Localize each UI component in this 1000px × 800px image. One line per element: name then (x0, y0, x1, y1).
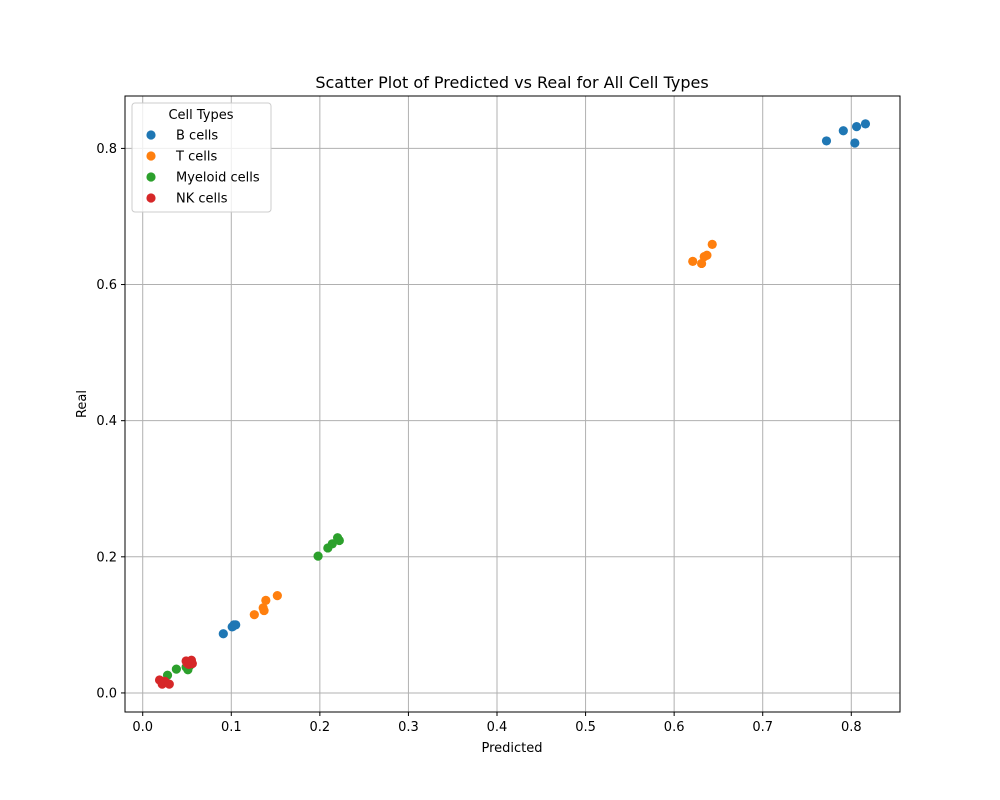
data-point (327, 539, 337, 549)
y-tick-label: 0.0 (96, 686, 117, 701)
series-1 (249, 239, 717, 620)
data-point (313, 551, 323, 561)
legend-marker (146, 151, 156, 161)
plot-frame (124, 95, 901, 713)
data-point (228, 621, 238, 631)
grid (125, 96, 900, 712)
y-tick-label: 0.6 (96, 278, 117, 293)
data-point (249, 610, 259, 620)
x-tick-label: 0.5 (575, 720, 596, 735)
legend-marker (146, 130, 156, 140)
x-tick-label: 0.1 (221, 720, 242, 735)
data-point (860, 119, 871, 129)
legend-marker (146, 193, 156, 203)
data-point (850, 138, 860, 148)
legend-box (131, 102, 272, 213)
legend-items: B cells T cells Myeloid cells NK cells (146, 129, 260, 207)
y-axis-title: Real (75, 390, 90, 418)
x-tick-label: 0.8 (841, 720, 862, 735)
data-point (707, 239, 717, 249)
data-point (702, 250, 712, 260)
data-point (821, 136, 832, 146)
data-point (171, 664, 181, 674)
data-point (838, 126, 848, 136)
legend-label: T cells (175, 150, 217, 165)
data-points (154, 119, 871, 689)
x-tick-label: 0.4 (487, 720, 508, 735)
x-axis-title: Predicted (481, 741, 542, 756)
y-tick-label: 0.2 (96, 550, 117, 565)
data-point (259, 605, 269, 616)
data-point (688, 256, 698, 267)
data-point (261, 595, 271, 605)
legend-label: NK cells (176, 192, 228, 207)
data-point (852, 122, 862, 132)
legend-title: Cell Types (168, 108, 233, 123)
y-tick-label: 0.8 (96, 142, 117, 157)
x-tick-label: 0.0 (132, 720, 153, 735)
axis-ticks: 0.0 0.1 0.2 0.3 0.4 0.5 0.6 0.7 0.8 0.0 0.2 0.4 0.6 0… (96, 142, 861, 735)
x-tick-label: 0.3 (398, 720, 419, 735)
x-tick-label: 0.2 (310, 720, 331, 735)
data-point (218, 629, 228, 639)
x-tick-label: 0.7 (752, 720, 773, 735)
x-tick-label: 0.6 (664, 720, 685, 735)
data-point (272, 591, 282, 601)
chart-title: Scatter Plot of Predicted vs Real for Al… (315, 73, 708, 92)
legend-label: B cells (176, 129, 218, 144)
data-point (164, 679, 174, 689)
y-tick-label: 0.4 (96, 414, 117, 429)
series-3 (154, 655, 197, 689)
data-point (334, 535, 344, 546)
legend-marker (146, 172, 156, 182)
data-point (182, 658, 192, 668)
series-0 (218, 119, 871, 639)
legend-label: Myeloid cells (176, 171, 260, 186)
legend: Cell Types B cells T cells Myeloid cells NK… (131, 102, 272, 213)
